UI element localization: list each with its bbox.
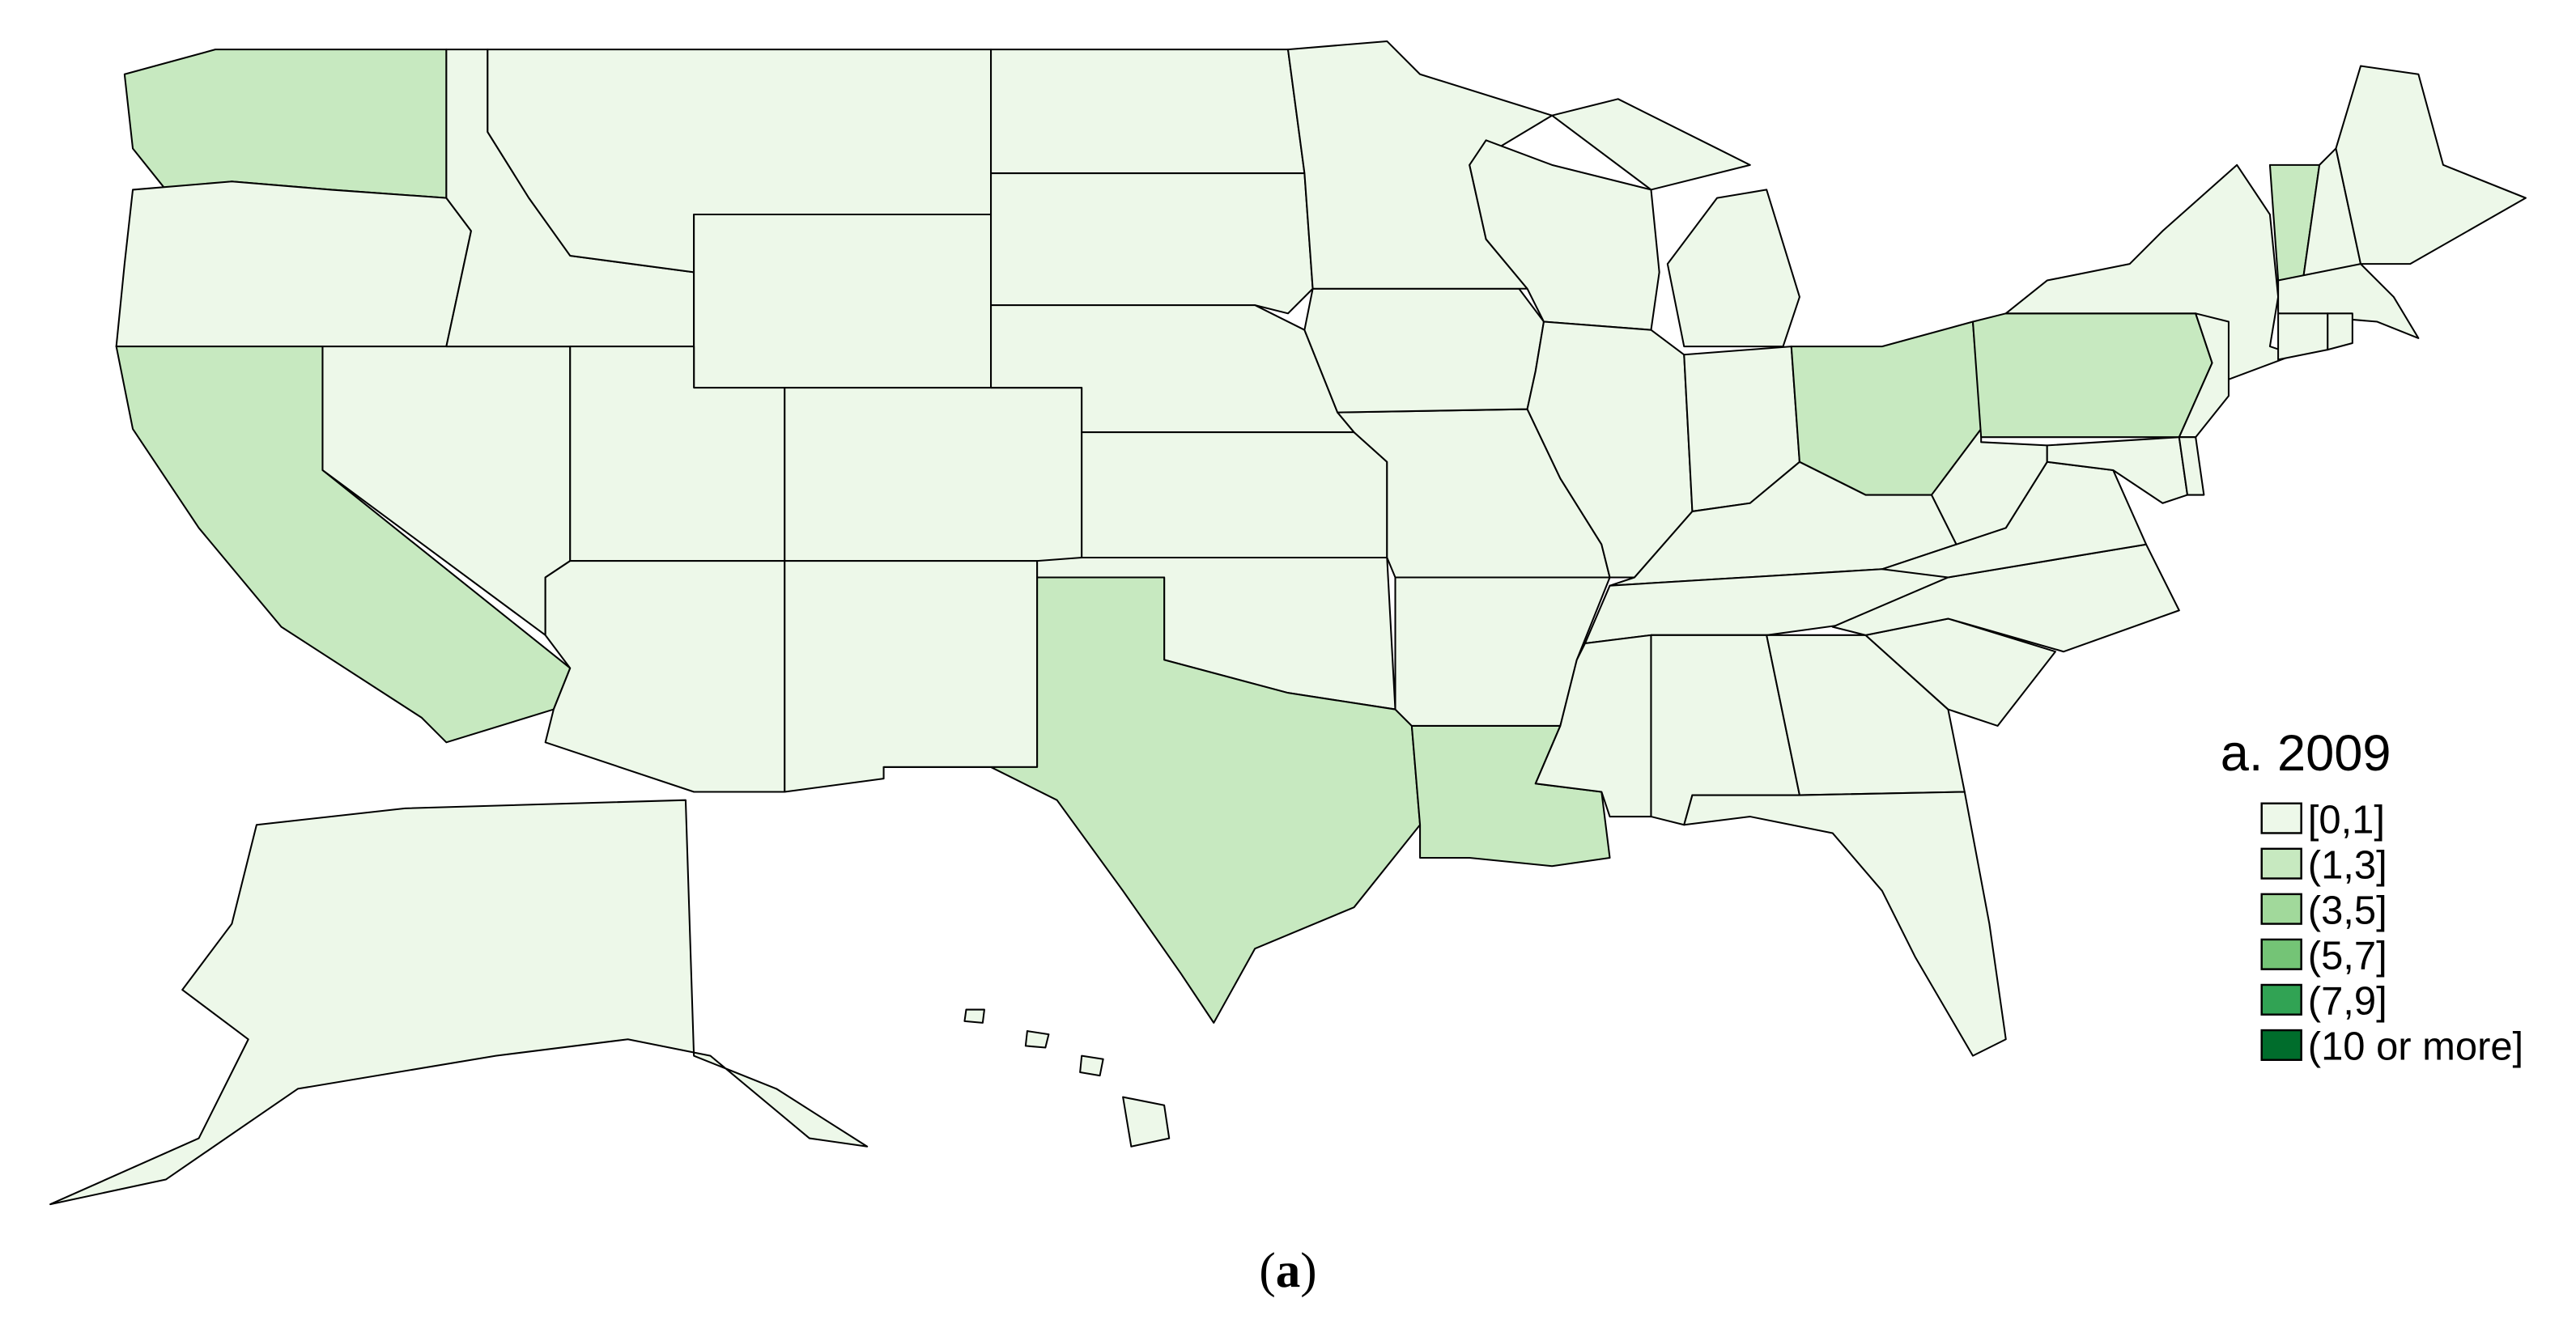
legend-label: (7,9] — [2308, 980, 2387, 1024]
legend-swatch — [2260, 847, 2302, 880]
state-pa — [1971, 312, 2213, 439]
state-ak — [49, 799, 869, 1206]
state-ri — [2327, 312, 2353, 351]
legend-title: a. 2009 — [2221, 725, 2391, 782]
state-wy — [693, 213, 993, 389]
state-ks — [1081, 431, 1388, 559]
legend-swatch — [2260, 938, 2302, 970]
state-mi — [1666, 189, 1800, 348]
legend-label: (1,3] — [2308, 844, 2387, 888]
state-hi — [1079, 1054, 1104, 1077]
state-fl — [1683, 791, 2007, 1057]
state-ga — [1766, 634, 1966, 796]
state-wa — [123, 49, 448, 199]
state-ia — [1303, 287, 1545, 414]
state-nm — [784, 560, 1039, 793]
figure-caption: (a) — [1259, 1244, 1316, 1298]
state-or — [115, 180, 472, 348]
legend-label: (3,5] — [2308, 889, 2387, 933]
state-hi — [1024, 1030, 1050, 1049]
state-hi — [963, 1008, 985, 1024]
state-tx — [882, 576, 1422, 1024]
state-sd — [990, 172, 1314, 315]
state-mi — [1551, 98, 1751, 191]
legend-label: (5,7] — [2308, 935, 2387, 978]
state-az — [544, 560, 786, 793]
legend-swatch — [2260, 983, 2302, 1016]
legend-label: (10 or more] — [2308, 1025, 2523, 1069]
state-nd — [990, 49, 1306, 175]
legend-swatch — [2260, 802, 2302, 834]
state-ct — [2277, 312, 2329, 361]
state-il — [1526, 320, 1694, 579]
legend-label: [0,1] — [2308, 798, 2385, 842]
state-de — [2178, 436, 2205, 496]
legend-swatch — [2260, 1029, 2302, 1061]
legend: a. 2009 [0,1](1,3](3,5](5,7](7,9](10 or … — [2221, 725, 2523, 1069]
state-co — [784, 387, 1083, 562]
legend-swatch — [2260, 893, 2302, 925]
state-regions — [49, 40, 2527, 1206]
state-hi — [1122, 1096, 1171, 1148]
state-me — [2335, 65, 2527, 265]
